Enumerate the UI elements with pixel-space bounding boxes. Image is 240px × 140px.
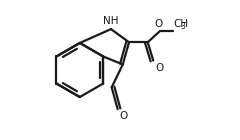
Text: NH: NH [103,16,119,26]
Text: 3: 3 [180,22,186,31]
Text: O: O [119,111,127,121]
Text: O: O [155,63,163,73]
Text: CH: CH [173,19,188,29]
Text: O: O [155,19,163,29]
